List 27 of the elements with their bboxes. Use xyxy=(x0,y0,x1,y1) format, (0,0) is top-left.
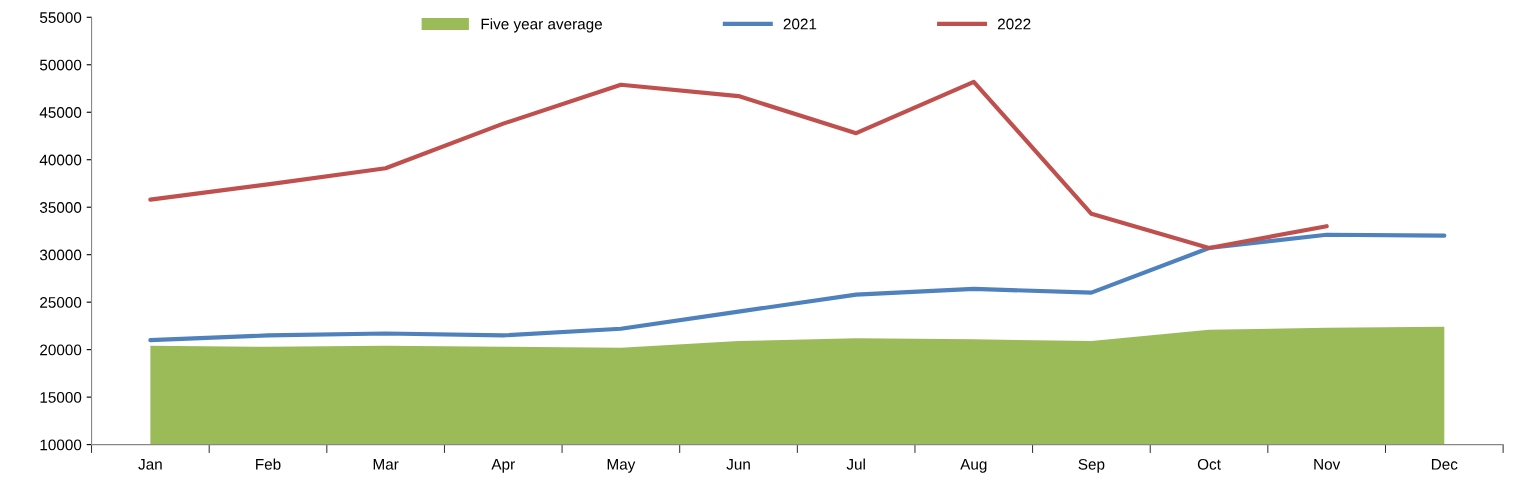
y-tick-label: 45000 xyxy=(39,107,82,118)
y-tick-label: 50000 xyxy=(39,59,82,71)
line-series xyxy=(148,79,1329,251)
legend-label: Five year average xyxy=(481,18,602,33)
legend-label: 2021 xyxy=(783,18,817,30)
x-tick-label: Apr xyxy=(491,459,515,473)
x-tick-label: Jan xyxy=(138,459,162,470)
x-tick-label: Sep xyxy=(1078,458,1105,473)
y-tick-label: 15000 xyxy=(40,391,82,403)
x-tick-label: Aug xyxy=(960,459,987,473)
x-tick-label: Mar xyxy=(373,459,399,470)
x-tick-label: Nov xyxy=(1314,459,1341,470)
y-tick-label: 35000 xyxy=(39,202,82,213)
x-tick-label: Jul xyxy=(846,458,865,470)
y-tick-label: 55000 xyxy=(39,12,82,23)
line-series xyxy=(148,232,1447,343)
y-tick-label: 40000 xyxy=(39,154,82,166)
y-tick-label: 10000 xyxy=(40,439,82,451)
x-tick-label: Dec xyxy=(1431,459,1458,470)
x-tick-label: May xyxy=(607,459,636,473)
x-tick-label: Oct xyxy=(1197,458,1221,470)
legend-label: 2022 xyxy=(997,18,1031,30)
x-tick-label: Feb xyxy=(256,458,281,470)
y-tick-label: 30000 xyxy=(39,249,82,261)
x-tick-label: Jun xyxy=(726,459,750,470)
y-tick-label: 20000 xyxy=(40,344,82,356)
y-tick-label: 25000 xyxy=(40,297,82,308)
